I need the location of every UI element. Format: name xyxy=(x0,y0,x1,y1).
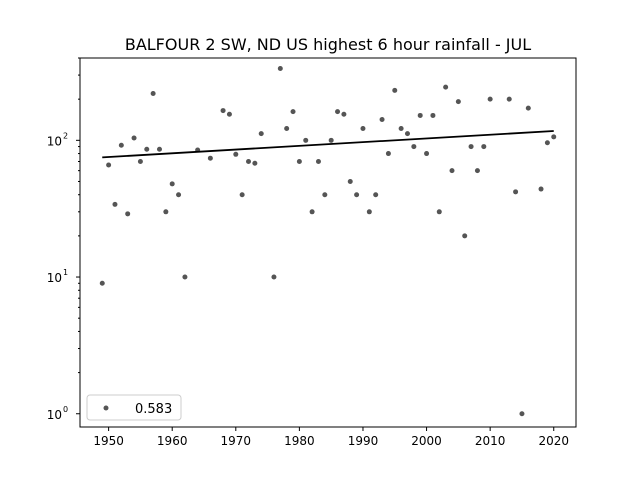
data-point xyxy=(125,211,131,217)
data-point xyxy=(207,155,213,161)
data-point xyxy=(551,134,557,140)
data-point xyxy=(290,109,296,115)
data-point xyxy=(335,109,341,115)
x-tick-label: 1980 xyxy=(284,434,315,448)
data-point xyxy=(436,209,442,215)
data-point xyxy=(284,126,290,132)
x-tick-label: 1950 xyxy=(93,434,124,448)
y-tick-label: 10 xyxy=(47,408,62,422)
data-point xyxy=(538,186,544,192)
data-point xyxy=(112,201,118,207)
data-point xyxy=(417,112,423,118)
data-point xyxy=(411,144,417,150)
data-point xyxy=(131,135,137,141)
data-point xyxy=(246,158,252,164)
data-point xyxy=(430,112,436,118)
chart-title: BALFOUR 2 SW, ND US highest 6 hour rainf… xyxy=(125,35,531,54)
data-point xyxy=(118,142,124,148)
data-point xyxy=(468,144,474,150)
data-point xyxy=(424,151,430,157)
data-point xyxy=(398,126,404,132)
data-point xyxy=(220,108,226,114)
data-point xyxy=(239,192,245,198)
data-point xyxy=(277,66,283,72)
data-point xyxy=(404,131,410,137)
y-tick-exponent: 1 xyxy=(63,268,68,277)
trend-line xyxy=(102,130,554,159)
data-point xyxy=(341,111,347,117)
data-point xyxy=(137,158,143,164)
data-point xyxy=(455,99,461,105)
legend-box xyxy=(86,394,182,421)
x-tick-label: 1990 xyxy=(348,434,379,448)
data-point xyxy=(519,411,525,417)
data-point xyxy=(373,192,379,198)
data-point xyxy=(366,209,372,215)
y-tick-label: 10 xyxy=(47,271,62,285)
data-point xyxy=(385,151,391,157)
data-point xyxy=(150,90,156,96)
y-tick-exponent: 2 xyxy=(63,131,68,140)
x-tick-label: 2020 xyxy=(538,434,569,448)
data-point xyxy=(144,146,150,152)
data-point xyxy=(487,96,493,102)
data-point xyxy=(303,137,309,143)
data-point xyxy=(163,209,169,215)
data-point xyxy=(252,160,258,166)
x-tick-label: 2010 xyxy=(475,434,506,448)
data-point xyxy=(296,158,302,164)
data-point xyxy=(106,162,112,168)
data-point xyxy=(360,126,366,132)
data-point xyxy=(315,158,321,164)
data-point xyxy=(176,192,182,198)
legend-marker xyxy=(103,405,109,411)
data-point xyxy=(258,131,264,137)
data-point xyxy=(99,280,105,286)
data-point xyxy=(322,192,328,198)
data-point xyxy=(354,192,360,198)
x-tick-label: 1970 xyxy=(221,434,252,448)
data-point xyxy=(525,105,531,111)
data-point xyxy=(182,274,188,280)
data-point xyxy=(347,178,353,184)
data-point xyxy=(226,111,232,117)
data-point xyxy=(328,137,334,143)
data-point xyxy=(233,151,239,157)
x-tick-label: 1960 xyxy=(157,434,188,448)
legend-label: 0.583 xyxy=(135,402,172,417)
data-point xyxy=(544,140,550,146)
data-point xyxy=(506,96,512,102)
data-point xyxy=(481,144,487,150)
data-point xyxy=(443,84,449,90)
data-point xyxy=(271,274,277,280)
data-point xyxy=(474,168,480,174)
data-point xyxy=(462,233,468,239)
data-point xyxy=(156,146,162,152)
plot-frame xyxy=(79,57,577,428)
data-point xyxy=(513,189,519,195)
legend: 0.583 xyxy=(86,394,182,421)
x-tick-label: 2000 xyxy=(411,434,442,448)
data-point xyxy=(309,209,315,215)
data-point xyxy=(379,116,385,122)
y-tick-label: 10 xyxy=(47,134,62,148)
y-tick-exponent: 0 xyxy=(63,405,68,414)
data-point xyxy=(392,87,398,93)
data-point xyxy=(449,168,455,174)
data-point xyxy=(169,181,175,187)
